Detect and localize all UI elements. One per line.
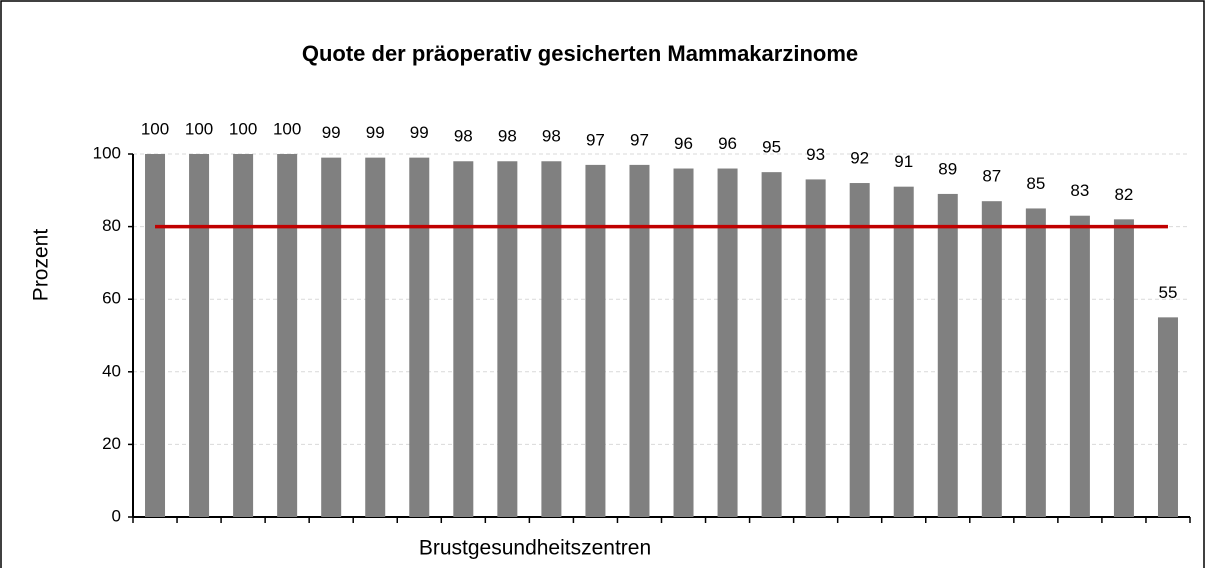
x-axis-label: Brustgesundheitszentren	[419, 537, 651, 560]
bar	[1025, 208, 1046, 517]
bar	[189, 154, 210, 517]
bar	[893, 186, 914, 518]
bar	[805, 179, 826, 517]
bar	[497, 161, 518, 517]
value-label: 97	[630, 130, 649, 149]
value-label: 93	[806, 145, 825, 164]
value-label: 95	[762, 138, 781, 157]
value-label: 85	[1026, 174, 1045, 193]
bar	[629, 164, 650, 517]
value-label: 98	[542, 127, 561, 146]
bar	[1113, 219, 1134, 517]
value-label: 96	[674, 134, 693, 153]
bar	[849, 183, 870, 518]
y-tick-label: 20	[102, 434, 121, 453]
bar	[145, 154, 166, 517]
y-axis-label: Prozent	[30, 229, 53, 302]
bar	[233, 154, 254, 517]
y-tick-label: 80	[102, 216, 121, 235]
value-label: 92	[850, 149, 869, 168]
value-label: 91	[894, 152, 913, 171]
y-tick-label: 40	[102, 361, 121, 380]
bar	[321, 157, 342, 517]
bar	[673, 168, 694, 517]
value-label: 83	[1070, 181, 1089, 200]
value-label: 100	[273, 119, 301, 138]
value-label: 100	[229, 119, 257, 138]
y-tick-label: 60	[102, 289, 121, 308]
value-label: 99	[410, 123, 429, 142]
bar	[761, 172, 782, 517]
bar	[409, 157, 430, 517]
bar	[365, 157, 386, 517]
value-label: 89	[938, 159, 957, 178]
chart-title: Quote der präoperativ gesicherten Mammak…	[302, 41, 858, 66]
value-label: 82	[1114, 185, 1133, 204]
value-label: 100	[141, 119, 169, 138]
value-label: 99	[366, 123, 385, 142]
bar	[453, 161, 474, 517]
value-label: 97	[586, 130, 605, 149]
bar	[1069, 215, 1090, 517]
bar	[1157, 317, 1178, 517]
bar	[981, 201, 1002, 517]
y-tick-label: 100	[93, 143, 121, 162]
bar	[937, 193, 958, 517]
value-label: 98	[454, 127, 473, 146]
bar	[541, 161, 562, 517]
value-label: 96	[718, 134, 737, 153]
value-label: 100	[185, 119, 213, 138]
value-label: 87	[982, 167, 1001, 186]
value-label: 99	[322, 123, 341, 142]
bar	[277, 154, 298, 517]
value-label: 55	[1159, 283, 1178, 302]
y-tick-label: 0	[112, 506, 121, 525]
value-label: 98	[498, 127, 517, 146]
bar	[717, 168, 738, 517]
bar	[585, 164, 606, 517]
